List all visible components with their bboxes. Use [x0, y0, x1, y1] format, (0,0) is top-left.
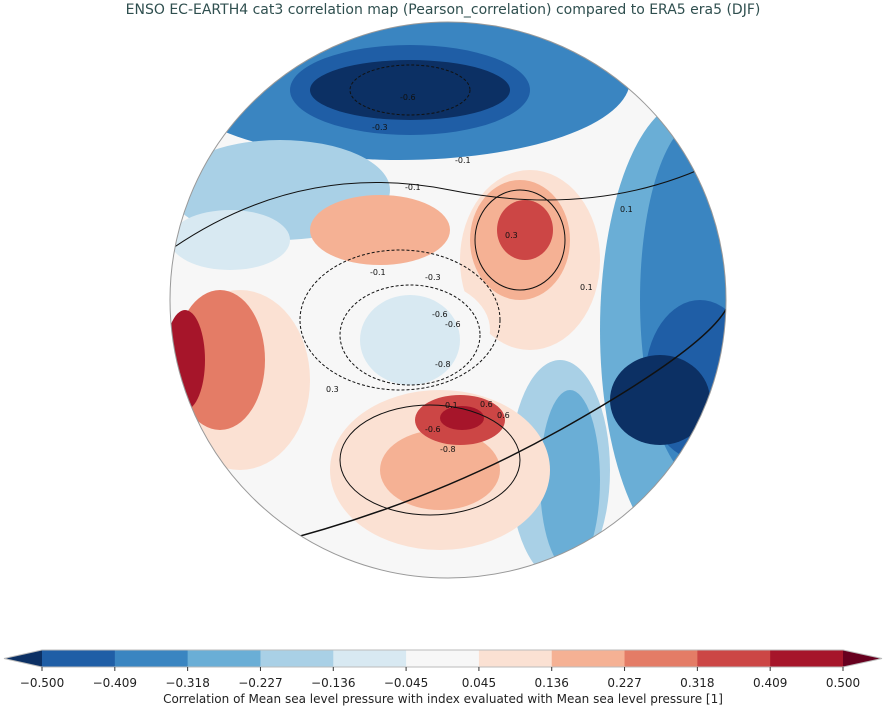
contour-label: 0.6: [480, 400, 493, 409]
contour-label: -0.6: [400, 93, 416, 102]
colorbar-bin: [478, 650, 553, 667]
colorbar-bin: [697, 650, 771, 667]
colorbar-bin: [406, 650, 480, 667]
colorbar-tick-label: −0.136: [311, 676, 356, 690]
contour-label: -0.1: [455, 156, 471, 165]
contour-label: -0.6: [445, 320, 461, 329]
colorbar-tick-label: 0.045: [461, 676, 497, 690]
contour-label: 0.1: [620, 205, 633, 214]
colorbar-tick-label: 0.227: [607, 676, 642, 690]
colorbar-bin: [42, 650, 116, 667]
contour-label: 0.1: [445, 401, 458, 410]
colorbar-bin: [260, 650, 334, 667]
colorbar-tick-label: 0.409: [752, 676, 788, 690]
colorbar-tick-label: −0.500: [19, 676, 65, 690]
colorbar-tick-label: 0.136: [534, 676, 569, 690]
polar-map: -0.6 -0.3 -0.1 -0.1 0.1 -0.3 -0.6 -0.6 -…: [170, 22, 726, 578]
map-boundary: [169, 21, 727, 579]
contour-label: 0.6: [497, 411, 510, 420]
colorbar-tick-label: −0.318: [165, 676, 210, 690]
colorbar-over-arrow: [843, 650, 882, 667]
contour-label: -0.6: [425, 425, 441, 434]
contour-label: -0.3: [425, 273, 441, 282]
colorbar-bin: [187, 650, 261, 667]
contour-label: 0.3: [505, 231, 518, 240]
contour-label: 0.3: [326, 385, 339, 394]
colorbar-tick-label: 0.318: [680, 676, 715, 690]
colorbar-tick-labels: −0.500 −0.409 −0.318 −0.227 −0.136 −0.045 0.04…: [0, 676, 886, 692]
colorbar-under-arrow: [4, 650, 42, 667]
colorbar-tick-label: −0.409: [92, 676, 138, 690]
colorbar-bin: [624, 650, 698, 667]
colorbar-bin: [114, 650, 189, 667]
contour-label: -0.3: [372, 123, 388, 132]
contour-label: 0.1: [580, 283, 593, 292]
contour-label: -0.8: [440, 445, 456, 454]
colorbar-tick-label: −0.045: [383, 676, 429, 690]
colorbar-bin: [551, 650, 626, 667]
map-title: ENSO EC-EARTH4 cat3 correlation map (Pea…: [125, 2, 761, 18]
contour-label: -0.8: [435, 360, 451, 369]
colorbar-tick-label: −0.227: [238, 676, 283, 690]
contour-label: -0.6: [432, 310, 448, 319]
colorbar-bin: [333, 650, 407, 667]
contour-label: -0.1: [370, 268, 386, 277]
colorbar-bin: [770, 650, 844, 667]
colorbar: [3, 649, 883, 671]
colorbar-label: Correlation of Mean sea level pressure w…: [163, 692, 723, 706]
contour-label: -0.1: [405, 183, 421, 192]
colorbar-tick-label: 0.500: [825, 676, 861, 690]
